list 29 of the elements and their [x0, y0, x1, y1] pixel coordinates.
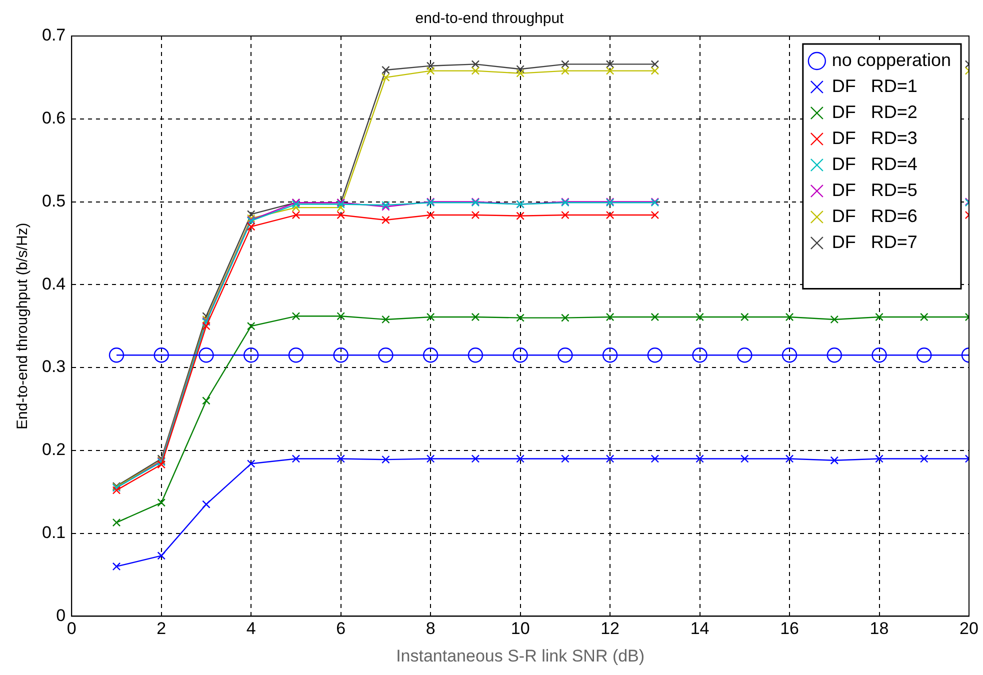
legend-label: DF RD=2	[832, 102, 918, 122]
x-tick-label: 2	[156, 619, 166, 638]
y-tick-label: 0.6	[42, 108, 66, 128]
x-tick-label: 4	[246, 619, 256, 638]
y-tick-label: 0.4	[42, 274, 66, 294]
x-tick-label: 14	[690, 619, 710, 638]
y-tick-label: 0.5	[42, 191, 66, 210]
x-tick-label: 6	[336, 619, 346, 638]
x-tick-label: 12	[600, 619, 620, 638]
y-tick-label: 0	[56, 606, 66, 625]
legend-label: no copperation	[832, 50, 951, 70]
legend-label: DF RD=3	[832, 128, 918, 148]
legend-label: DF RD=1	[832, 76, 918, 96]
x-tick-label: 8	[426, 619, 436, 638]
x-tick-label: 10	[510, 619, 530, 638]
legend-label: DF RD=4	[832, 154, 918, 174]
legend-label: DF RD=7	[832, 232, 918, 252]
legend-label: DF RD=6	[832, 206, 918, 226]
y-tick-label: 0.7	[42, 26, 66, 45]
x-tick-label: 20	[960, 619, 978, 638]
legend-label: DF RD=5	[832, 180, 918, 200]
y-tick-label: 0.1	[42, 523, 66, 542]
y-tick-label: 0.3	[42, 357, 66, 376]
y-axis-title: End-to-end throughput (b/s/Hz)	[14, 222, 32, 430]
x-tick-label: 16	[780, 619, 799, 638]
x-axis-title: Instantaneous S-R link SNR (dB)	[396, 646, 645, 666]
chart-title: end-to-end throughput	[415, 10, 565, 28]
x-tick-label: 18	[870, 619, 889, 638]
y-tick-label: 0.2	[42, 440, 66, 460]
